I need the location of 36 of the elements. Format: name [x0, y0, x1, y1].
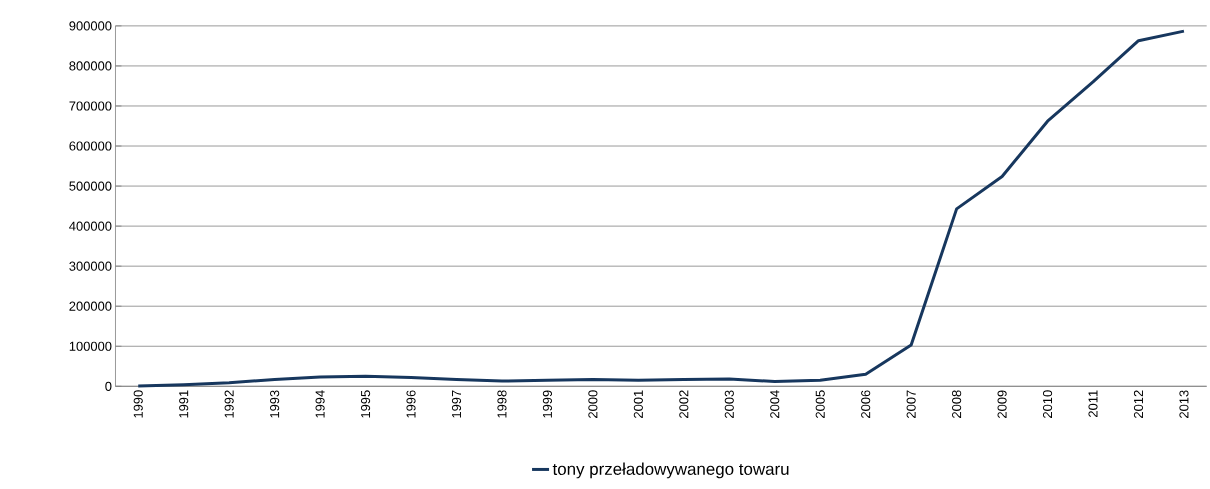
- y-tick-label: 300000: [69, 261, 112, 271]
- y-tick-label: 800000: [69, 61, 112, 71]
- y-tick-label: 100000: [69, 341, 112, 351]
- x-tick-label: 2011: [1088, 390, 1098, 418]
- x-tick-label: 1999: [542, 390, 553, 418]
- x-tick-label: 1998: [497, 390, 507, 418]
- x-tick-label: 2008: [952, 390, 962, 419]
- x-tick-label: 2001: [633, 390, 643, 419]
- x-tick-label: 1995: [360, 390, 371, 418]
- x-tick-label: 1997: [451, 390, 462, 418]
- legend-label: tony przeładowywanego towaru: [552, 462, 789, 479]
- line-series: [136, 29, 1186, 388]
- x-tick-label: 2004: [770, 390, 780, 419]
- y-tick-label: 400000: [69, 221, 112, 231]
- x-tick-label: 1992: [224, 390, 234, 418]
- y-tick-label: 700000: [69, 101, 112, 111]
- x-tick-label: 2007: [906, 390, 916, 419]
- x-tick-label: 2012: [1133, 390, 1144, 419]
- x-tick-label: 1991: [179, 390, 189, 418]
- y-tick-label: 500000: [69, 181, 112, 191]
- x-tick-label: 2003: [724, 390, 734, 419]
- x-tick-label: 1996: [406, 390, 416, 418]
- x-tick-label: 1990: [133, 390, 143, 418]
- x-tick-label: 2013: [1179, 390, 1189, 419]
- y-tick-label: 900000: [69, 21, 112, 31]
- x-tick-label: 2010: [1042, 390, 1053, 419]
- x-tick-label: 2002: [679, 390, 689, 419]
- x-tick-label: 2006: [861, 390, 871, 419]
- x-tick-label: 2000: [588, 390, 598, 419]
- x-tick-label: 1993: [270, 390, 280, 418]
- x-tick-label: 2005: [815, 390, 825, 419]
- x-tick-label: 2009: [997, 390, 1007, 419]
- x-tick-label: 1994: [315, 390, 325, 418]
- y-tick-label: 0: [105, 381, 112, 391]
- y-tick-label: 600000: [69, 141, 112, 151]
- y-tick-label: 200000: [69, 301, 112, 311]
